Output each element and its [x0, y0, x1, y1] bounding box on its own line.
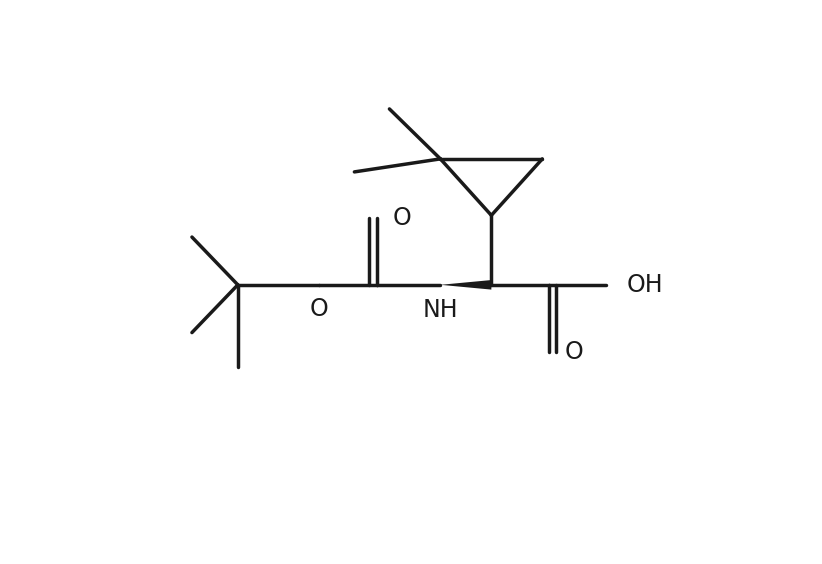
Text: NH: NH — [423, 298, 458, 322]
Text: O: O — [565, 340, 584, 364]
Polygon shape — [441, 280, 492, 289]
Text: O: O — [310, 297, 329, 321]
Text: OH: OH — [627, 273, 663, 297]
Text: O: O — [393, 205, 411, 230]
